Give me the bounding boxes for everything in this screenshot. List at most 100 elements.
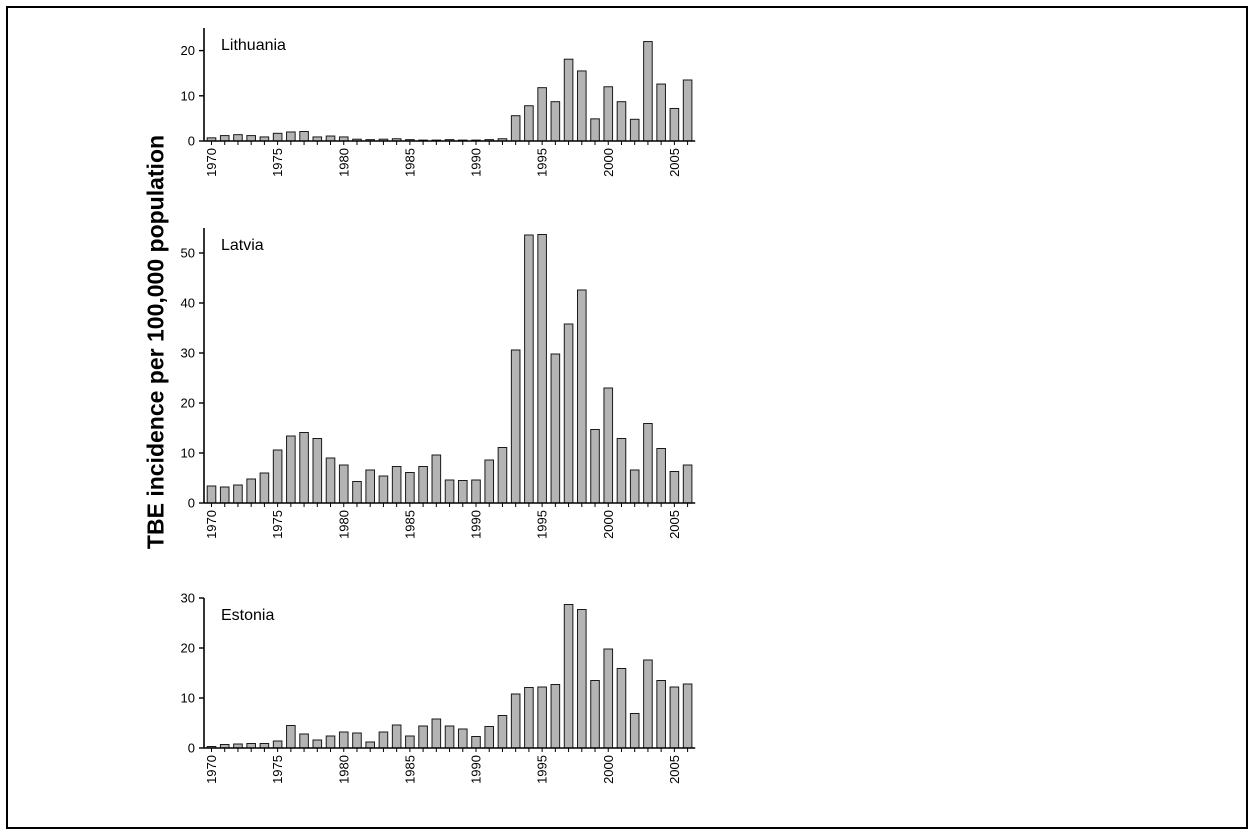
bar-1991 (484, 726, 495, 749)
bar-1973 (246, 478, 256, 504)
panel-title-estonia: Estonia (221, 607, 274, 624)
bar-1999 (590, 118, 600, 142)
bar-1981 (352, 481, 362, 504)
x-tick-label: 2005 (667, 755, 682, 784)
x-tick-label: 1985 (402, 755, 417, 784)
bar-2001 (616, 101, 627, 142)
bar-1998 (577, 609, 587, 749)
y-tick-label: 10 (181, 691, 195, 706)
bar-1978 (312, 739, 323, 749)
panel-title-lithuania: Lithuania (221, 37, 286, 54)
y-tick-label: 20 (181, 396, 195, 411)
bar-1994 (524, 234, 534, 504)
bar-2003 (643, 41, 653, 142)
bar-2003 (643, 423, 653, 504)
bar-1977 (299, 733, 309, 749)
bar-1978 (312, 438, 323, 504)
bar-1996 (550, 353, 561, 504)
bar-1997 (563, 323, 574, 504)
bar-1995 (537, 686, 547, 749)
bar-1971 (219, 135, 230, 142)
x-tick-label: 2000 (601, 510, 616, 539)
x-tick-label: 1985 (402, 510, 417, 539)
bar-1992 (497, 715, 508, 749)
bar-1985 (405, 735, 415, 749)
bar-1991 (484, 459, 495, 504)
bar-1993 (510, 349, 521, 504)
bar-1988 (444, 725, 455, 749)
bar-1995 (537, 87, 547, 142)
bar-1977 (299, 131, 309, 142)
bar-1997 (563, 604, 574, 749)
bar-1987 (431, 454, 442, 504)
x-tick-label: 1970 (204, 510, 219, 539)
x-tick-label: 1990 (469, 148, 484, 177)
bar-2006 (682, 683, 693, 749)
bar-2004 (656, 680, 666, 749)
bar-1972 (233, 484, 243, 504)
y-tick-label: 0 (188, 496, 195, 511)
bar-1982 (365, 469, 375, 504)
x-tick-label: 2005 (667, 148, 682, 177)
bar-1979 (325, 457, 336, 504)
bar-1999 (590, 680, 600, 749)
y-tick-label: 20 (181, 43, 195, 58)
bar-1981 (352, 732, 362, 749)
x-tick-label: 1975 (270, 148, 285, 177)
bar-1990 (471, 479, 481, 504)
x-tick-label: 2000 (601, 755, 616, 784)
bar-1992 (497, 447, 508, 504)
bar-2000 (603, 86, 614, 142)
bar-1998 (577, 70, 587, 142)
y-tick-label: 20 (181, 641, 195, 656)
bar-1989 (457, 480, 468, 504)
x-tick-label: 1995 (535, 510, 550, 539)
bar-2002 (629, 469, 640, 504)
y-tick-label: 10 (181, 446, 195, 461)
bar-1979 (325, 735, 336, 749)
bar-1976 (286, 131, 296, 142)
bar-2002 (629, 118, 640, 142)
bar-1980 (338, 731, 349, 749)
bar-1977 (299, 432, 309, 504)
bar-1974 (259, 472, 270, 504)
bar-1997 (563, 58, 574, 142)
bar-1983 (378, 475, 389, 504)
bar-2006 (682, 464, 693, 504)
bar-1993 (510, 693, 521, 749)
bar-1996 (550, 684, 561, 749)
bar-1984 (391, 466, 402, 504)
bar-1994 (524, 105, 534, 142)
y-tick-label: 30 (181, 591, 195, 606)
bar-1976 (286, 435, 296, 504)
bar-2001 (616, 668, 627, 749)
bar-1993 (510, 115, 521, 142)
bar-1982 (365, 741, 375, 749)
bar-1996 (550, 101, 561, 142)
bar-2006 (682, 79, 693, 142)
bar-1983 (378, 731, 389, 749)
bar-1975 (272, 740, 283, 749)
bar-1975 (272, 449, 283, 504)
x-tick-label: 1975 (270, 510, 285, 539)
y-tick-label: 10 (181, 88, 195, 103)
figure-frame (6, 6, 1248, 829)
y-tick-label: 50 (181, 246, 195, 261)
bar-1973 (246, 135, 256, 142)
panel-title-latvia: Latvia (221, 237, 264, 254)
bar-1994 (524, 687, 534, 749)
bar-1972 (233, 134, 243, 142)
y-tick-label: 30 (181, 346, 195, 361)
bar-2003 (643, 659, 653, 749)
bar-1985 (405, 472, 415, 504)
bar-1987 (431, 718, 442, 749)
bar-2005 (669, 686, 680, 749)
bar-1995 (537, 234, 547, 504)
bar-2001 (616, 438, 627, 504)
y-tick-label: 0 (188, 741, 195, 756)
x-tick-label: 1980 (336, 755, 351, 784)
x-tick-label: 1995 (535, 148, 550, 177)
bar-1998 (577, 289, 587, 504)
bar-2004 (656, 83, 666, 142)
